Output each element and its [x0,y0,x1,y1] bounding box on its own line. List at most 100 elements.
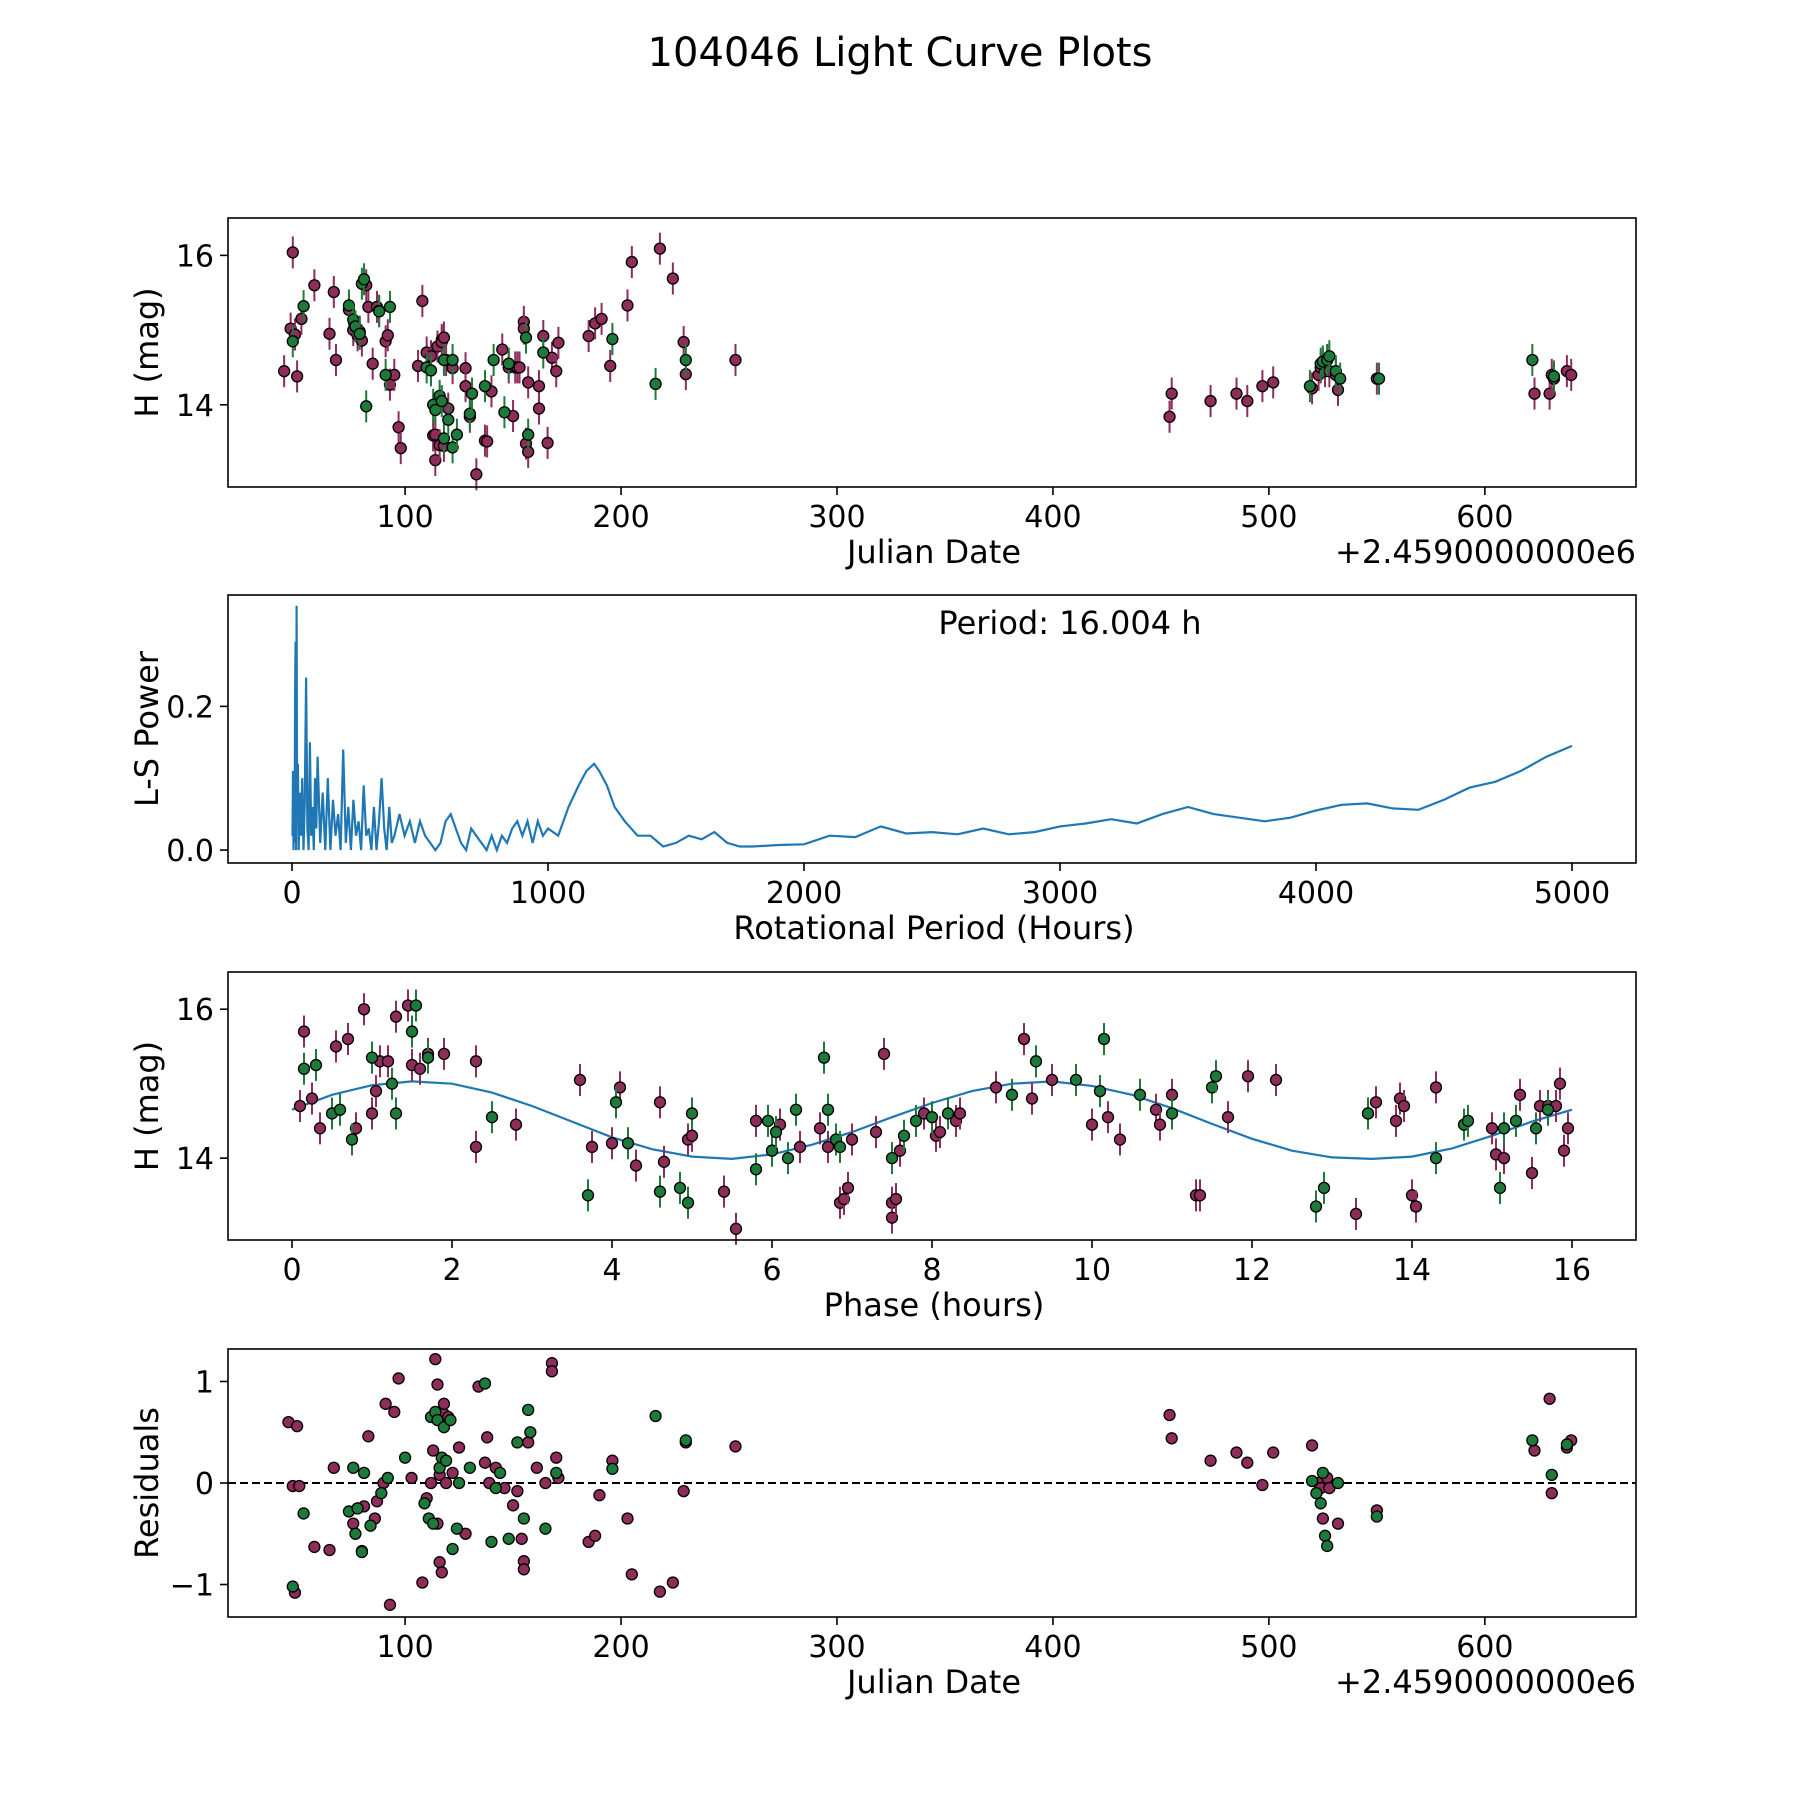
data-point [1310,1487,1323,1500]
data-point [681,1196,695,1209]
data-point [1267,1446,1280,1459]
data-point [1361,1107,1375,1120]
data-point [1565,368,1578,382]
data-point [515,1532,528,1545]
data-point [1372,372,1386,385]
data-point [405,1471,418,1485]
data-point [522,428,535,441]
data-point [545,1365,559,1378]
data-point [621,1512,634,1525]
data-point [1370,1510,1384,1523]
data-point [1163,1408,1176,1422]
data-point [277,365,291,378]
data-point [1165,387,1178,400]
data-point [1318,1529,1332,1542]
period-annotation: Period: 16.004 h [938,604,1201,642]
data-point [450,428,464,441]
data-point [606,332,619,346]
x-tick-label: 2000 [766,876,842,911]
data-point [308,1540,321,1554]
data-point [941,1107,955,1120]
data-point [530,1461,543,1474]
data-point [437,1397,451,1410]
data-point [431,1378,444,1391]
data-point [385,1077,399,1090]
data-point [1397,1099,1411,1113]
x-offset-label: +2.4590000000e6 [1335,533,1636,571]
data-point [485,1535,498,1549]
data-point [1389,1114,1403,1128]
data-point [446,1542,459,1556]
y-tick-label: 0 [195,1467,214,1502]
data-point [537,346,550,359]
data-point [293,1099,307,1113]
data-point [519,331,533,344]
data-point [342,299,356,312]
axes-frame [227,594,1637,864]
x-tick-label: 0 [282,1253,301,1288]
data-point [369,1084,383,1098]
data-point [365,1051,379,1064]
data-point [893,1144,907,1157]
data-point [429,1353,442,1366]
data-point [1560,1438,1574,1451]
data-point [333,1103,347,1116]
data-point [833,1140,847,1154]
data-point [889,1192,903,1206]
x-tick-label: 100 [376,500,433,535]
data-point [286,1580,299,1593]
x-tick-label: 500 [1240,500,1297,535]
data-point [595,312,608,326]
data-point [532,379,546,393]
data-point [1204,394,1217,408]
data-point [435,1566,448,1579]
data-point [375,1487,388,1500]
data-point [609,1096,623,1109]
data-point [653,242,667,255]
data-point [489,1481,502,1495]
data-point [522,1436,535,1449]
data-point [373,305,386,318]
data-point [297,300,310,313]
data-point [765,1144,779,1157]
data-point [437,432,451,445]
data-point [313,1122,327,1135]
data-point [446,1466,459,1479]
data-point [1069,1073,1083,1087]
data-point [353,327,366,340]
data-point [550,1466,563,1479]
axes-frame [227,217,1637,488]
x-tick-label: 6 [762,1253,781,1288]
data-point [539,1476,552,1490]
data-point [478,379,492,393]
data-point [1241,1456,1254,1469]
data-point [1333,372,1347,385]
data-point [295,312,308,326]
lightcurve-panel: 100 200 300 400 500 600 14 16 Julian Date H (mag)… [128,217,1637,571]
data-point [469,1140,483,1154]
data-point [541,436,554,450]
data-point [613,1081,627,1094]
x-tick-label: 16 [1553,1253,1591,1288]
data-point [511,1484,524,1498]
data-point [1256,379,1269,393]
data-point [357,273,371,286]
x-tick-label: 14 [1393,1253,1431,1288]
data-point [388,1405,401,1419]
data-point [522,376,535,389]
data-point [673,1181,687,1195]
data-point [837,1192,851,1206]
x-axis-label: Julian Date [845,1663,1021,1701]
data-point [480,1431,494,1444]
data-point [470,468,483,481]
data-point [1005,1088,1019,1101]
data-point [366,357,379,370]
data-point [841,1181,855,1195]
data-point [793,1140,807,1154]
data-point [308,279,321,292]
data-point [450,1522,464,1535]
y-axis-label: H (mag) [128,287,166,417]
data-point [1493,1181,1507,1195]
data-point [327,1461,340,1474]
data-point [323,1543,336,1557]
